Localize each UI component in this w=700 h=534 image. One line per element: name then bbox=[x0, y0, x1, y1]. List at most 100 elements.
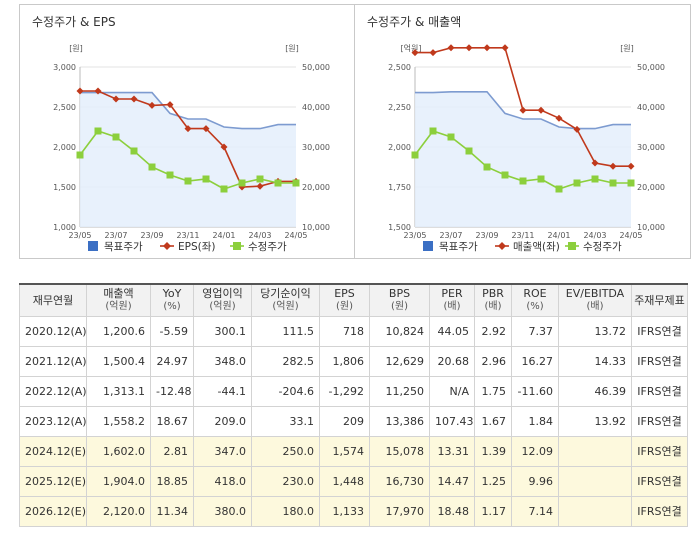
data-point-diamond bbox=[519, 106, 527, 114]
data-point-diamond bbox=[166, 101, 174, 109]
table-row: 2025.12(E) 1,904.0 18.85 418.0 230.0 1,448 16,… bbox=[19, 465, 688, 497]
data-point-square bbox=[573, 179, 581, 187]
left-axis-tick: 3,000 bbox=[53, 63, 76, 72]
data-point-square bbox=[627, 179, 635, 187]
column-header: 당기순이익 (억원) bbox=[251, 283, 320, 317]
series-area-target-price bbox=[415, 91, 631, 227]
right-axis-tick: 30,000 bbox=[302, 143, 330, 152]
legend-label: 수정주가 bbox=[248, 241, 287, 253]
table-cell: 282.5 bbox=[251, 345, 320, 377]
financial-table: 재무연월 매출액 (억원) YoY (%) 영업이익 (억원) 당기순이익 (억원) EPS (원)… bbox=[19, 283, 688, 527]
table-cell: 1,200.6 bbox=[86, 315, 151, 347]
left-axis-tick: 2,000 bbox=[388, 143, 411, 152]
table-cell: IFRS연결 bbox=[631, 465, 688, 497]
left-axis-tick: 1,000 bbox=[53, 223, 76, 232]
table-cell: 10,824 bbox=[369, 315, 430, 347]
table-cell: 107.43 bbox=[429, 405, 475, 437]
data-point-square bbox=[465, 147, 473, 155]
table-cell: -44.1 bbox=[193, 375, 252, 407]
table-cell: 46.39 bbox=[558, 375, 632, 407]
table-cell: 1,558.2 bbox=[86, 405, 151, 437]
series-line-target-price bbox=[415, 91, 631, 130]
chart-eps-svg: [원] [원] 3,000 2,500 2,000 1,500 1,000 50,000 40,… bbox=[53, 44, 330, 253]
data-point-diamond bbox=[609, 162, 617, 170]
table-cell: 1,806 bbox=[319, 345, 370, 377]
table-cell: 209 bbox=[319, 405, 370, 437]
table-cell: 9.96 bbox=[511, 465, 559, 497]
legend-swatch-square bbox=[233, 242, 241, 250]
table-cell: 250.0 bbox=[251, 435, 320, 467]
column-header: PBR (배) bbox=[474, 283, 512, 317]
table-row: 2024.12(E) 1,602.0 2.81 347.0 250.0 1,574 15,0… bbox=[19, 435, 688, 467]
column-header-label: 재무연월 bbox=[32, 293, 74, 307]
column-header-unit: (%) bbox=[526, 301, 544, 313]
data-point-diamond bbox=[447, 44, 455, 52]
table-cell: 1,602.0 bbox=[86, 435, 151, 467]
row-period: 2024.12(E) bbox=[19, 435, 87, 467]
chart-title: 수정주가 & EPS bbox=[32, 15, 116, 29]
column-header-label: 매출액 bbox=[103, 287, 134, 301]
data-point-diamond bbox=[411, 49, 419, 57]
legend-swatch-square bbox=[568, 242, 576, 250]
data-point-square bbox=[292, 179, 300, 187]
data-point-diamond bbox=[256, 182, 264, 190]
right-axis-tick: 10,000 bbox=[302, 223, 330, 232]
table-row: 2023.12(A) 1,558.2 18.67 209.0 33.1 209 13,386… bbox=[19, 405, 688, 437]
data-point-square bbox=[112, 133, 120, 141]
data-point-square bbox=[483, 163, 491, 171]
column-header: EV/EBITDA (배) bbox=[558, 283, 632, 317]
x-axis-tick: 23/09 bbox=[140, 231, 163, 240]
legend-label: 목표주가 bbox=[439, 241, 478, 253]
right-axis-tick: 20,000 bbox=[302, 183, 330, 192]
column-header: 주재무제표 bbox=[631, 283, 688, 317]
column-header-unit: (배) bbox=[484, 301, 502, 313]
x-axis-tick: 23/11 bbox=[511, 231, 534, 240]
table-cell: N/A bbox=[429, 375, 475, 407]
data-point-diamond bbox=[94, 87, 102, 95]
data-point-diamond bbox=[483, 44, 491, 52]
data-point-square bbox=[609, 179, 617, 187]
column-header-label: ROE bbox=[523, 287, 547, 301]
x-axis-tick: 23/09 bbox=[475, 231, 498, 240]
table-cell: 14.47 bbox=[429, 465, 475, 497]
data-point-square bbox=[94, 127, 102, 135]
right-axis-tick: 40,000 bbox=[302, 103, 330, 112]
data-point-square bbox=[148, 163, 156, 171]
table-cell: 2.96 bbox=[474, 345, 512, 377]
table-cell: IFRS연결 bbox=[631, 345, 688, 377]
data-point-square bbox=[447, 133, 455, 141]
x-axis-tick: 23/11 bbox=[176, 231, 199, 240]
table-cell: 18.67 bbox=[150, 405, 194, 437]
table-cell: 2.81 bbox=[150, 435, 194, 467]
chart-title: 수정주가 & 매출액 bbox=[367, 15, 462, 29]
left-axis-tick: 2,000 bbox=[53, 143, 76, 152]
data-point-diamond bbox=[501, 44, 509, 52]
table-cell: 380.0 bbox=[193, 495, 252, 527]
table-cell: 1.67 bbox=[474, 405, 512, 437]
row-period: 2025.12(E) bbox=[19, 465, 87, 497]
table-cell: 111.5 bbox=[251, 315, 320, 347]
legend-label: 수정주가 bbox=[583, 241, 622, 253]
data-point-square bbox=[238, 179, 246, 187]
data-point-diamond bbox=[465, 44, 473, 52]
left-axis-unit: [원] bbox=[69, 44, 83, 53]
left-axis-tick: 1,500 bbox=[388, 223, 411, 232]
x-axis-tick: 23/07 bbox=[104, 231, 127, 240]
legend-label: EPS(좌) bbox=[178, 241, 215, 253]
table-cell: 13,386 bbox=[369, 405, 430, 437]
right-axis-tick: 20,000 bbox=[637, 183, 665, 192]
column-header-label: PBR bbox=[482, 287, 504, 301]
series-area-target-price bbox=[80, 92, 296, 227]
data-point-square bbox=[555, 185, 563, 193]
table-cell: -11.60 bbox=[511, 375, 559, 407]
row-period: 2020.12(A) bbox=[19, 315, 87, 347]
table-cell: -204.6 bbox=[251, 375, 320, 407]
table-cell: 718 bbox=[319, 315, 370, 347]
table-cell: 15,078 bbox=[369, 435, 430, 467]
table-cell: 1.84 bbox=[511, 405, 559, 437]
table-cell: 11.34 bbox=[150, 495, 194, 527]
table-cell: 1,574 bbox=[319, 435, 370, 467]
table-cell: 1,133 bbox=[319, 495, 370, 527]
table-cell: 1,448 bbox=[319, 465, 370, 497]
column-header-label: EPS bbox=[334, 287, 355, 301]
